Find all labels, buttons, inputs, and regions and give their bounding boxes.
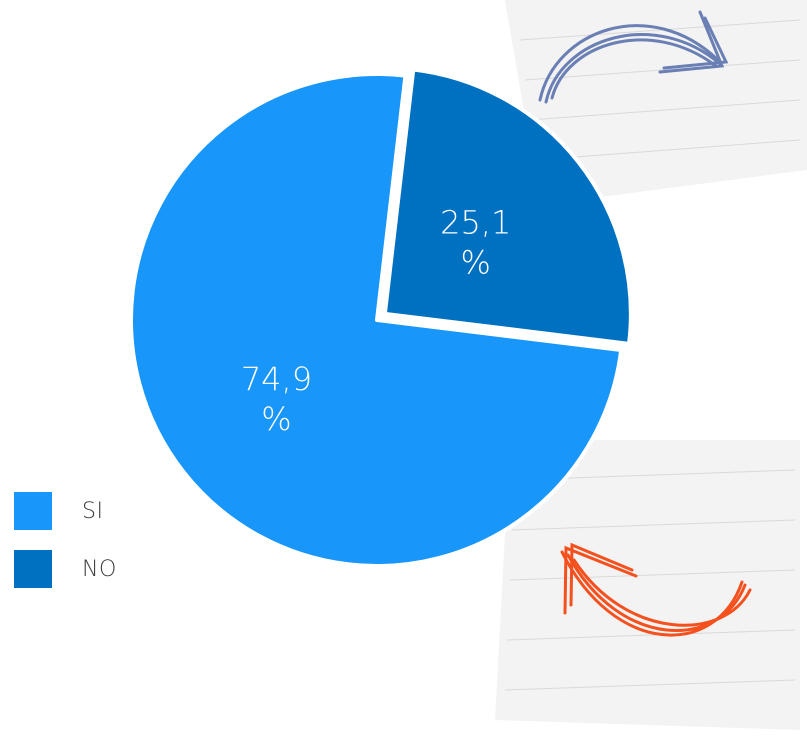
orange-arrow-icon: [560, 542, 752, 637]
pie-slice-si: [129, 72, 624, 568]
legend-item-no: NO: [14, 550, 164, 588]
legend-swatch-si: [14, 492, 52, 530]
legend-swatch-no: [14, 550, 52, 588]
legend-label-si: SI: [82, 498, 104, 524]
legend: SI NO: [14, 492, 164, 608]
legend-item-si: SI: [14, 492, 164, 530]
legend-label-no: NO: [82, 556, 117, 582]
pie-label-no: 25,1%: [440, 203, 511, 281]
decor-top: [504, 0, 807, 205]
blue-arrow-icon: [538, 10, 729, 104]
pie-slices: [129, 67, 633, 568]
pie-slice-labels: 74,9 % 25,1%: [241, 203, 512, 438]
paper-top-lines: [519, 19, 801, 161]
pie-label-si: 74,9%: [241, 360, 312, 438]
pie-slice-no: [382, 67, 633, 346]
paper-bottom-background: [495, 440, 800, 730]
